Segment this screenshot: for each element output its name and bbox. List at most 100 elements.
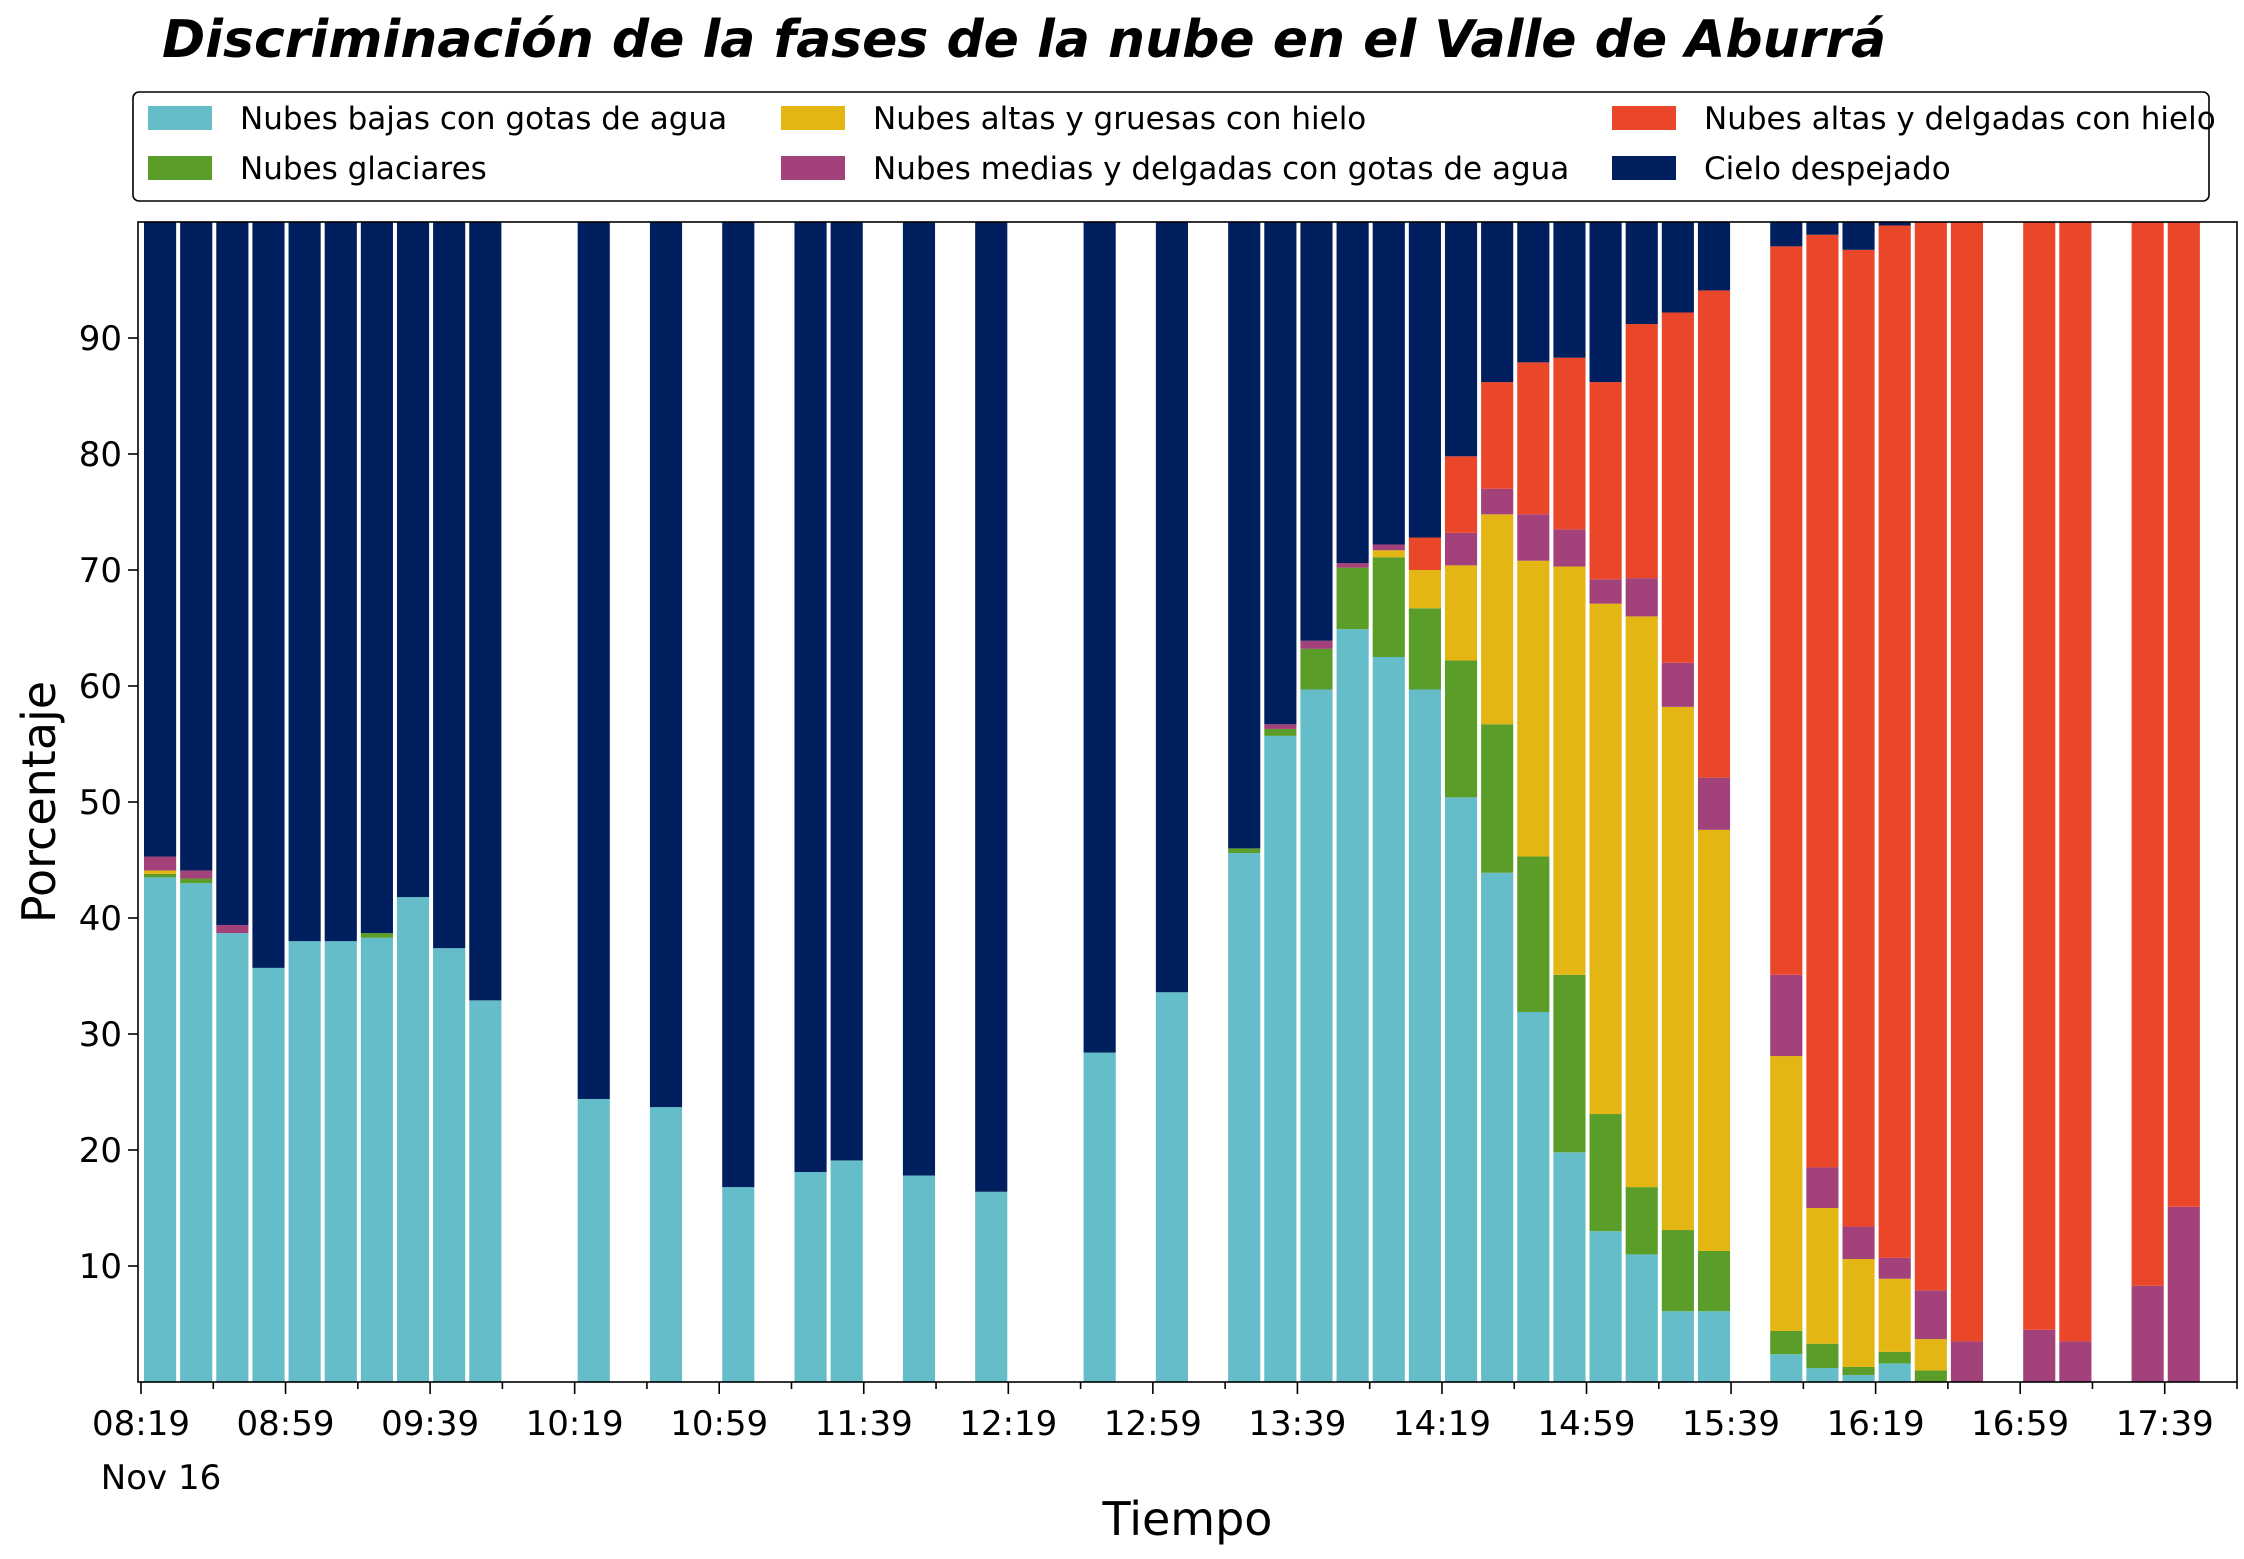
y-tick-label-20: 20: [79, 1131, 122, 1171]
bar-nubes-bajas-con-gotas-de-agua-42: [1661, 1311, 1694, 1382]
bar-nubes-bajas-con-gotas-de-agua-28: [1155, 992, 1188, 1382]
bar-nubes-altas-y-delgadas-con-hielo-48: [1878, 225, 1911, 1258]
bar-nubes-bajas-con-gotas-de-agua-36: [1444, 797, 1478, 1382]
bar-cielo-despejado-19: [830, 222, 863, 1161]
y-axis: 10 20 30 40 50 60 70 80 90: [79, 319, 138, 1287]
bar-nubes-glaciares-31: [1264, 728, 1297, 736]
bar-nubes-bajas-con-gotas-de-agua-32: [1300, 689, 1333, 1382]
bar-cielo-despejado-39: [1553, 222, 1586, 358]
bar-cielo-despejado-36: [1444, 222, 1478, 457]
legend-label-nubes-altas-y-delgadas-con-hielo: Nubes altas y delgadas con hielo: [1704, 101, 2216, 137]
bar-nubes-altas-y-gruesas-con-hielo-43: [1697, 829, 1731, 1251]
bar-nubes-medias-y-delgadas-con-gotas-de-agua-46: [1806, 1167, 1839, 1208]
x-tick-label-0939: 09:39: [381, 1404, 479, 1444]
bar-cielo-despejado-48: [1878, 222, 1911, 226]
legend-swatch-nubes-altas-y-gruesas-con-hielo: [781, 106, 845, 130]
bar-nubes-bajas-con-gotas-de-agua-7: [396, 897, 430, 1382]
y-tick-label-80: 80: [79, 435, 122, 475]
bar-nubes-medias-y-delgadas-con-gotas-de-agua-0: [144, 856, 177, 871]
bar-nubes-glaciares-40: [1589, 1114, 1622, 1232]
bar-nubes-glaciares-46: [1806, 1343, 1839, 1369]
bar-nubes-medias-y-delgadas-con-gotas-de-agua-31: [1264, 724, 1297, 729]
bar-cielo-despejado-16: [722, 222, 755, 1188]
bar-cielo-despejado-32: [1300, 222, 1333, 641]
legend-swatch-nubes-altas-y-delgadas-con-hielo: [1612, 106, 1676, 130]
bar-cielo-despejado-2: [216, 222, 249, 925]
bar-nubes-bajas-con-gotas-de-agua-3: [252, 967, 285, 1382]
bar-nubes-bajas-con-gotas-de-agua-43: [1697, 1311, 1731, 1382]
bar-cielo-despejado-40: [1589, 222, 1622, 383]
bar-cielo-despejado-8: [433, 222, 466, 949]
bar-nubes-altas-y-gruesas-con-hielo-35: [1408, 570, 1441, 609]
legend-swatch-cielo-despejado: [1612, 156, 1676, 180]
bar-cielo-despejado-31: [1264, 222, 1297, 725]
bar-nubes-altas-y-gruesas-con-hielo-45: [1770, 1056, 1803, 1331]
bar-nubes-bajas-con-gotas-de-agua-16: [722, 1187, 755, 1382]
bar-nubes-glaciares-45: [1770, 1330, 1803, 1355]
bar-nubes-altas-y-gruesas-con-hielo-48: [1878, 1278, 1911, 1352]
bar-nubes-altas-y-delgadas-con-hielo-47: [1842, 249, 1875, 1227]
x-tick-label-0859: 08:59: [237, 1404, 335, 1444]
bar-nubes-medias-y-delgadas-con-gotas-de-agua-40: [1589, 579, 1622, 604]
bar-nubes-altas-y-delgadas-con-hielo-41: [1625, 324, 1658, 579]
bar-nubes-altas-y-gruesas-con-hielo-37: [1481, 514, 1514, 725]
y-tick-label-10: 10: [79, 1247, 122, 1287]
legend-label-nubes-glaciares: Nubes glaciares: [240, 151, 487, 187]
bars-layer: [144, 222, 2200, 1382]
x-tick-label-1739: 17:39: [2116, 1404, 2214, 1444]
y-tick-label-90: 90: [79, 319, 122, 359]
bar-cielo-despejado-4: [288, 222, 321, 942]
bar-nubes-altas-y-delgadas-con-hielo-56: [2167, 222, 2200, 1207]
x-tick-label-1339: 13:39: [1248, 1404, 1346, 1444]
bar-nubes-altas-y-delgadas-con-hielo-42: [1661, 312, 1694, 663]
bar-cielo-despejado-18: [794, 222, 827, 1173]
x-tick-label-1659: 16:59: [1971, 1404, 2069, 1444]
bar-nubes-bajas-con-gotas-de-agua-9: [469, 1000, 502, 1382]
x-tick-label-1219: 12:19: [959, 1404, 1057, 1444]
bar-nubes-altas-y-gruesas-con-hielo-42: [1661, 706, 1694, 1231]
bar-nubes-altas-y-delgadas-con-hielo-53: [2059, 222, 2092, 1342]
x-tick-label-1539: 15:39: [1682, 1404, 1780, 1444]
x-date-label: Nov 16: [101, 1458, 221, 1498]
legend-label-nubes-bajas-con-gotas-de-agua: Nubes bajas con gotas de agua: [240, 101, 727, 137]
bar-cielo-despejado-0: [144, 222, 177, 857]
bar-nubes-medias-y-delgadas-con-gotas-de-agua-1: [180, 870, 213, 879]
bar-nubes-medias-y-delgadas-con-gotas-de-agua-32: [1300, 640, 1333, 649]
bar-cielo-despejado-21: [902, 222, 936, 1176]
bar-cielo-despejado-43: [1697, 222, 1731, 291]
bar-nubes-bajas-con-gotas-de-agua-1: [180, 883, 213, 1382]
bar-nubes-bajas-con-gotas-de-agua-4: [288, 941, 321, 1382]
bar-nubes-bajas-con-gotas-de-agua-12: [577, 1098, 610, 1382]
bar-cielo-despejado-37: [1481, 222, 1514, 383]
bar-nubes-medias-y-delgadas-con-gotas-de-agua-49: [1914, 1290, 1947, 1340]
legend-label-nubes-medias-y-delgadas-con-gotas-de-agua: Nubes medias y delgadas con gotas de agu…: [873, 151, 1569, 187]
bar-nubes-altas-y-gruesas-con-hielo-41: [1625, 616, 1658, 1188]
bar-nubes-medias-y-delgadas-con-gotas-de-agua-42: [1661, 662, 1694, 707]
bar-cielo-despejado-7: [396, 222, 430, 898]
bar-nubes-glaciares-30: [1228, 848, 1261, 854]
x-axis: 08:19 08:59 09:39 10:19 10:59 11:39 12:19 12:59…: [92, 1382, 2238, 1498]
bar-cielo-despejado-28: [1155, 222, 1188, 993]
bar-nubes-altas-y-delgadas-con-hielo-46: [1806, 234, 1839, 1168]
bar-nubes-altas-y-delgadas-con-hielo-38: [1517, 362, 1550, 515]
bar-nubes-glaciares-36: [1444, 660, 1478, 798]
bar-nubes-altas-y-delgadas-con-hielo-43: [1697, 290, 1731, 778]
x-tick-label-1019: 10:19: [526, 1404, 624, 1444]
bar-nubes-bajas-con-gotas-de-agua-39: [1553, 1152, 1586, 1382]
bar-nubes-altas-y-delgadas-con-hielo-40: [1589, 382, 1622, 580]
bar-nubes-glaciares-37: [1481, 724, 1514, 873]
bar-nubes-medias-y-delgadas-con-gotas-de-agua-45: [1770, 974, 1803, 1057]
bar-cielo-despejado-45: [1770, 222, 1803, 247]
bar-nubes-medias-y-delgadas-con-gotas-de-agua-37: [1481, 488, 1514, 515]
bar-nubes-altas-y-delgadas-con-hielo-52: [2023, 222, 2056, 1330]
bar-nubes-altas-y-delgadas-con-hielo-50: [1950, 222, 1984, 1342]
bar-nubes-bajas-con-gotas-de-agua-37: [1481, 872, 1514, 1382]
bar-nubes-glaciares-42: [1661, 1230, 1694, 1312]
bar-nubes-bajas-con-gotas-de-agua-41: [1625, 1254, 1658, 1382]
x-tick-label-1459: 14:59: [1538, 1404, 1636, 1444]
bar-nubes-altas-y-delgadas-con-hielo-49: [1914, 222, 1947, 1291]
bar-nubes-glaciares-34: [1372, 557, 1405, 657]
bar-nubes-bajas-con-gotas-de-agua-19: [830, 1160, 863, 1382]
bar-cielo-despejado-26: [1083, 222, 1116, 1053]
bar-nubes-glaciares-6: [360, 933, 393, 938]
